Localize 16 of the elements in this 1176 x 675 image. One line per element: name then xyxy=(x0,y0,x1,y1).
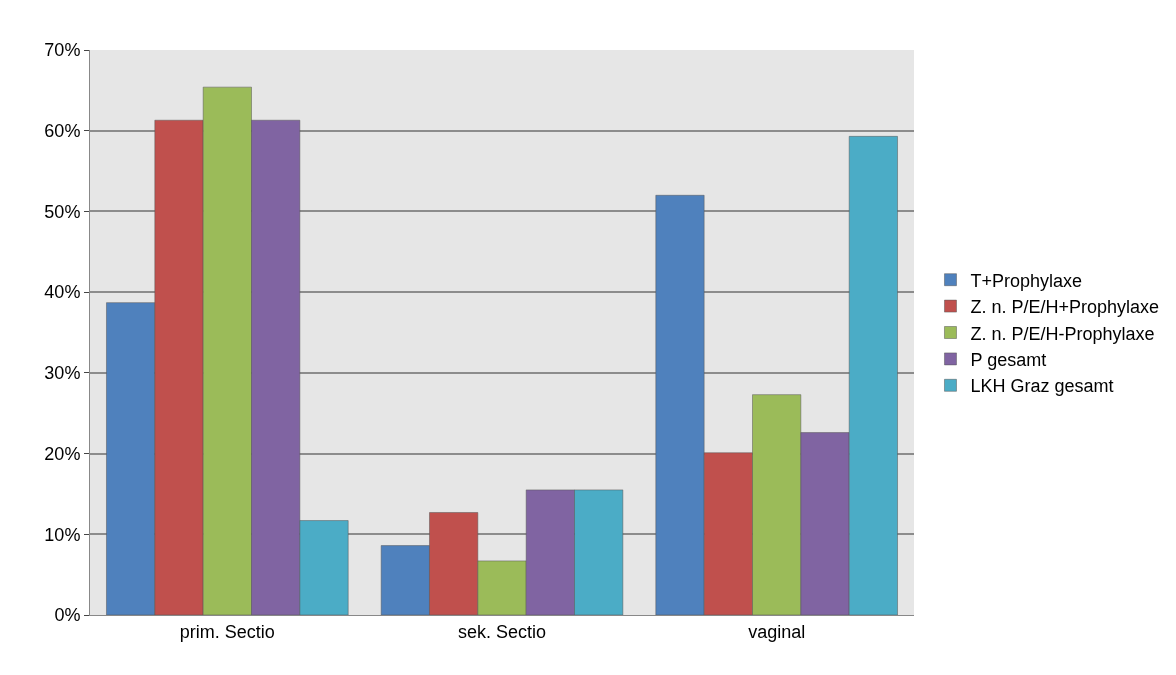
x-tick-label: sek. Sectio xyxy=(457,621,547,642)
y-tick-label: 10% xyxy=(44,524,81,545)
y-tick-label: 20% xyxy=(44,443,81,464)
legend-label: Z. n. P/E/H+Prophylaxe xyxy=(970,297,1160,318)
x-tick-label: prim. Sectio xyxy=(179,621,275,642)
y-tick-label: 70% xyxy=(44,40,81,61)
legend-label: LKH Graz gesamt xyxy=(970,376,1114,397)
legend-label: P gesamt xyxy=(970,349,1047,370)
x-tick-label: vaginal xyxy=(748,621,806,642)
y-tick-label: 0% xyxy=(54,605,81,626)
y-tick-label: 50% xyxy=(44,201,81,222)
y-tick-label: 60% xyxy=(44,121,81,142)
y-tick-label: 30% xyxy=(44,363,81,384)
y-tick-label: 40% xyxy=(44,282,81,303)
legend-label: T+Prophylaxe xyxy=(970,270,1083,291)
legend-label: Z. n. P/E/H-Prophylaxe xyxy=(970,323,1155,344)
